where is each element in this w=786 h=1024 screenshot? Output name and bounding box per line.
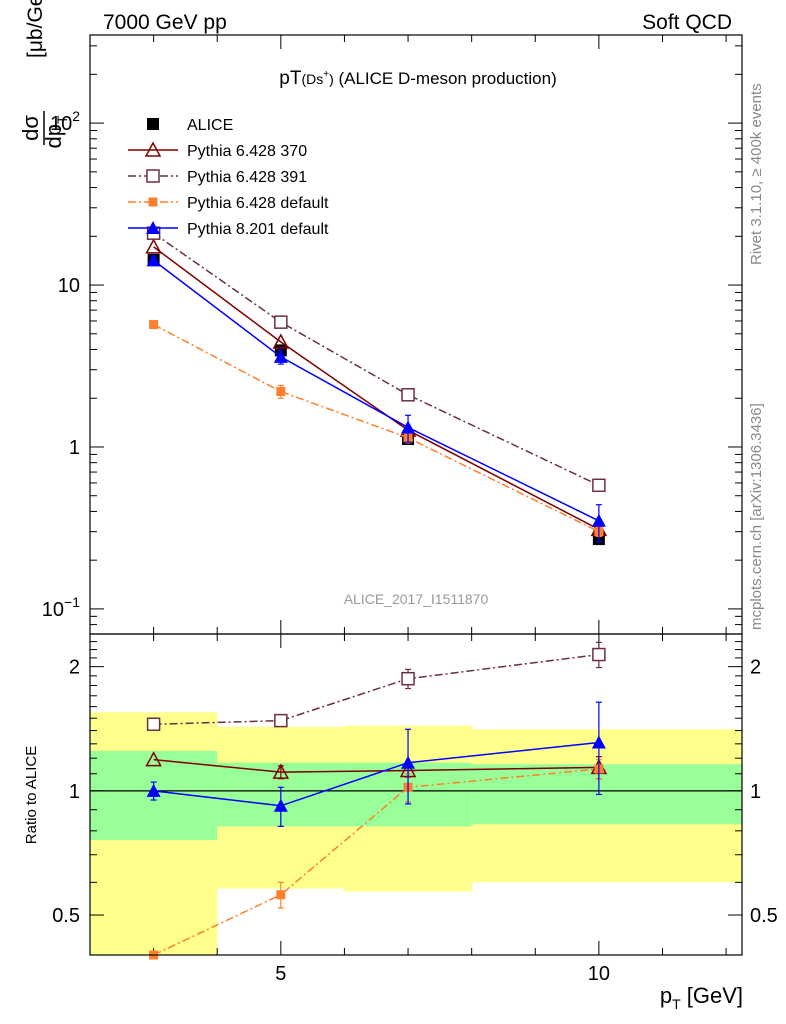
main-series-pythia-8-201-default: [146, 253, 606, 543]
main-data-point: [401, 388, 415, 402]
y-label-denominator: dpT: [41, 115, 70, 148]
ratio-data-point: [592, 647, 606, 662]
main-series-line: [153, 323, 600, 533]
ratio-series-pythia-8-201-default: [146, 701, 606, 827]
main-chart-title: pT(Ds+) (ALICE D-meson production): [279, 68, 556, 89]
ratio-series-line: [153, 653, 599, 726]
main-data-point: [592, 478, 606, 493]
main-series-line: [153, 246, 600, 531]
ratio-data-point: [273, 798, 288, 812]
ratio-data-point: [274, 713, 288, 728]
main-data-point: [145, 238, 162, 254]
ratio-y-tick-label-right: 1: [750, 781, 761, 803]
main-y-tick-label: 102: [50, 108, 80, 135]
inner-uncertainty-band-3: [471, 764, 742, 825]
ratio-y-tick-label: 2: [69, 657, 80, 679]
source-reference-label: mcplots.cern.ch [arXiv:1306.3436]: [748, 403, 765, 630]
legend-marker: [147, 118, 159, 130]
ratio-series-line: [153, 741, 599, 807]
main-y-tick-label: 10−1: [42, 594, 80, 621]
main-series-pythia-6-428-default: [149, 320, 604, 538]
ratio-data-point: [401, 671, 415, 686]
main-series-pythia-6-428-391: [146, 226, 606, 493]
main-panel-series: [145, 226, 608, 546]
ratio-y-tick-label: 1: [69, 781, 80, 803]
legend-marker: [146, 221, 160, 234]
main-series-line: [153, 259, 600, 522]
ratio-panel-frame: [89, 633, 743, 956]
main-data-point: [273, 349, 288, 363]
legend-marker: [148, 197, 158, 207]
main-data-point: [401, 420, 416, 434]
y-label-unit: [μb/GeV]: [24, 0, 47, 58]
legend-label: Pythia 6.428 default: [187, 195, 329, 212]
axis-ticks: 10−1 1 10 102 5 10 0.5 0.5 1 1 2 2: [42, 35, 778, 985]
main-data-point: [276, 387, 286, 397]
ratio-y-tick-label-right: 2: [750, 657, 761, 679]
legend-label: Pythia 8.201 default: [187, 221, 329, 238]
ratio-data-point: [146, 783, 161, 797]
ratio-series-pythia-6-428-391: [146, 641, 606, 732]
main-data-point: [149, 320, 159, 330]
legend-entry: ALICE: [147, 117, 233, 134]
legend-entry: Pythia 6.428 391: [128, 169, 307, 186]
legend-entry: Pythia 6.428 370: [128, 141, 307, 160]
x-tick-label: 5: [275, 963, 286, 985]
ratio-y-axis-label: Ratio to ALICE: [23, 746, 40, 844]
ratio-series-line: [153, 768, 599, 956]
main-y-axis-label: dσ dpT [μb/GeV]: [18, 0, 70, 149]
ratio-data-point: [145, 751, 162, 767]
ratio-series-line: [153, 758, 599, 773]
legend: ALICE Pythia 6.428 370 Pythia 6.428 391 Pyt…: [128, 117, 329, 238]
ratio-data-point: [276, 890, 286, 900]
ratio-data-point: [272, 763, 290, 779]
main-y-tick-label: 10: [58, 275, 80, 297]
legend-label: ALICE: [187, 117, 233, 134]
ratio-data-point: [401, 755, 416, 769]
ratio-y-tick-label-right: 0.5: [750, 905, 778, 927]
legend-label: Pythia 6.428 391: [187, 169, 307, 186]
rivet-version-label: Rivet 3.1.10, ≥ 400k events: [748, 83, 765, 265]
x-axis-label: pT [GeV]: [660, 983, 743, 1012]
panel-frames: [89, 34, 743, 956]
main-data-point: [591, 513, 606, 527]
legend-entry: Pythia 8.201 default: [128, 221, 329, 238]
ratio-data-point: [146, 717, 161, 732]
main-data-point: [274, 315, 288, 329]
ratio-y-tick-label: 0.5: [52, 905, 80, 927]
header-collision-label: 7000 GeV pp: [103, 11, 227, 34]
x-tick-label: 10: [588, 963, 610, 985]
y-label-numerator: dσ: [18, 115, 43, 141]
legend-marker: [146, 169, 160, 183]
header-process-label: Soft QCD: [642, 11, 732, 34]
legend-label: Pythia 6.428 370: [187, 143, 307, 160]
ratio-data-point: [591, 735, 606, 749]
ratio-uncertainty-bands: [90, 712, 742, 955]
main-data-point: [272, 333, 290, 349]
main-series-line: [153, 232, 600, 486]
main-y-tick-label: 1: [69, 437, 80, 459]
legend-entry: Pythia 6.428 default: [128, 195, 329, 212]
analysis-watermark: ALICE_2017_I1511870: [344, 591, 489, 607]
main-data-point: [146, 253, 161, 267]
legend-marker: [144, 141, 162, 157]
